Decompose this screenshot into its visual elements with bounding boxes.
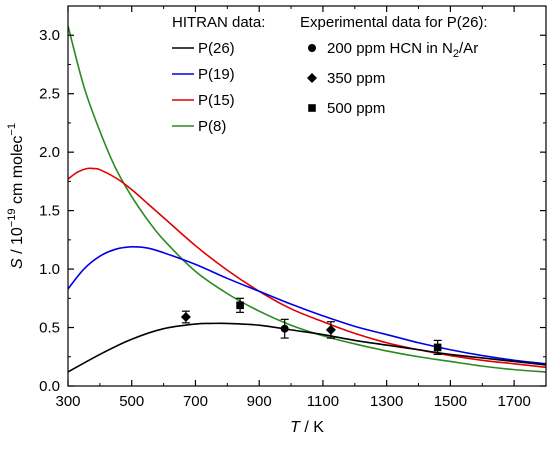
data-point-diamond-2 [325,321,336,339]
legend-label-diamond: 350 ppm [327,70,385,87]
legend-series-title: HITRAN data: [172,14,265,31]
legend-label-p19: P(19) [198,66,235,83]
legend-label-p26: P(26) [198,40,235,57]
axes: 300 500 700 900 1100 1300 1500 1700 0.0 0.5 1.0 1.5… [6,5,547,436]
plot-frame [67,5,547,387]
y-axis-title-tail-exponent: −1 [6,123,18,136]
x-tick-label: 900 [247,393,272,410]
x-tick-label: 1500 [434,393,467,410]
y-axis-title: S / 10−19 cm molec−1 [6,123,26,269]
x-tick-label: 1700 [497,393,530,410]
square-marker [433,343,442,352]
legend-label-subscript: 2 [453,48,459,60]
x-tick-label: 500 [119,393,144,410]
legend-points-title: Experimental data for P(26): [300,14,488,31]
series-line-p19 [68,246,546,365]
data-point-circle-1 [280,318,289,339]
legend-label-circle: 200 ppm HCN in N2/Ar [327,40,478,60]
legend-label-text: 500 ppm [327,100,385,117]
x-axis-title-unit: / K [300,419,324,436]
y-tick-label: 0.0 [39,378,60,395]
y-tick-label: 3.0 [39,27,60,44]
legend: HITRAN data: P(26) P(19) P(15) P(8) Experimen… [172,14,488,135]
legend-label-tail: /Ar [459,40,478,57]
x-tick-label: 1100 [307,393,339,410]
diamond-marker [325,324,336,335]
x-axis-title-symbol: T [290,419,301,436]
x-tick-label: 700 [183,393,208,410]
legend-label-text: 350 ppm [327,70,385,87]
y-tick-label: 2.0 [39,144,60,161]
y-axis-title-unit-tail: cm molec [9,136,26,209]
x-axis-title: T / K [290,419,324,436]
series-line-p26 [68,322,546,373]
y-tick-label: 0.5 [39,320,60,337]
x-tick-label: 1300 [370,393,403,410]
y-axis-title-symbol: S [9,258,26,269]
series-lines [68,25,546,373]
square-marker [236,301,244,310]
legend-label-text: 200 ppm HCN in N [327,40,453,57]
legend-marker-diamond [307,73,317,83]
y-tick-label: 1.0 [39,261,60,278]
diamond-marker [180,312,191,323]
y-axis-title-unit: / 10 [9,227,26,258]
y-tick-label: 1.5 [39,203,60,220]
series-line-p8 [68,25,546,373]
x-tick-label: 300 [55,393,80,410]
data-point-diamond-1 [180,310,191,324]
data-point-square-2 [433,339,442,356]
legend-marker-square [308,104,316,112]
y-tick-label: 2.5 [39,86,60,103]
legend-label-square: 500 ppm [327,100,385,117]
legend-marker-circle [308,44,316,52]
legend-label-p8: P(8) [198,118,226,135]
y-axis-title-exponent: −19 [6,208,18,227]
circle-marker [280,324,289,333]
experimental-points [180,297,442,356]
series-line-p15 [68,167,546,369]
data-point-square-1 [236,297,245,313]
legend-label-p15: P(15) [198,92,235,109]
